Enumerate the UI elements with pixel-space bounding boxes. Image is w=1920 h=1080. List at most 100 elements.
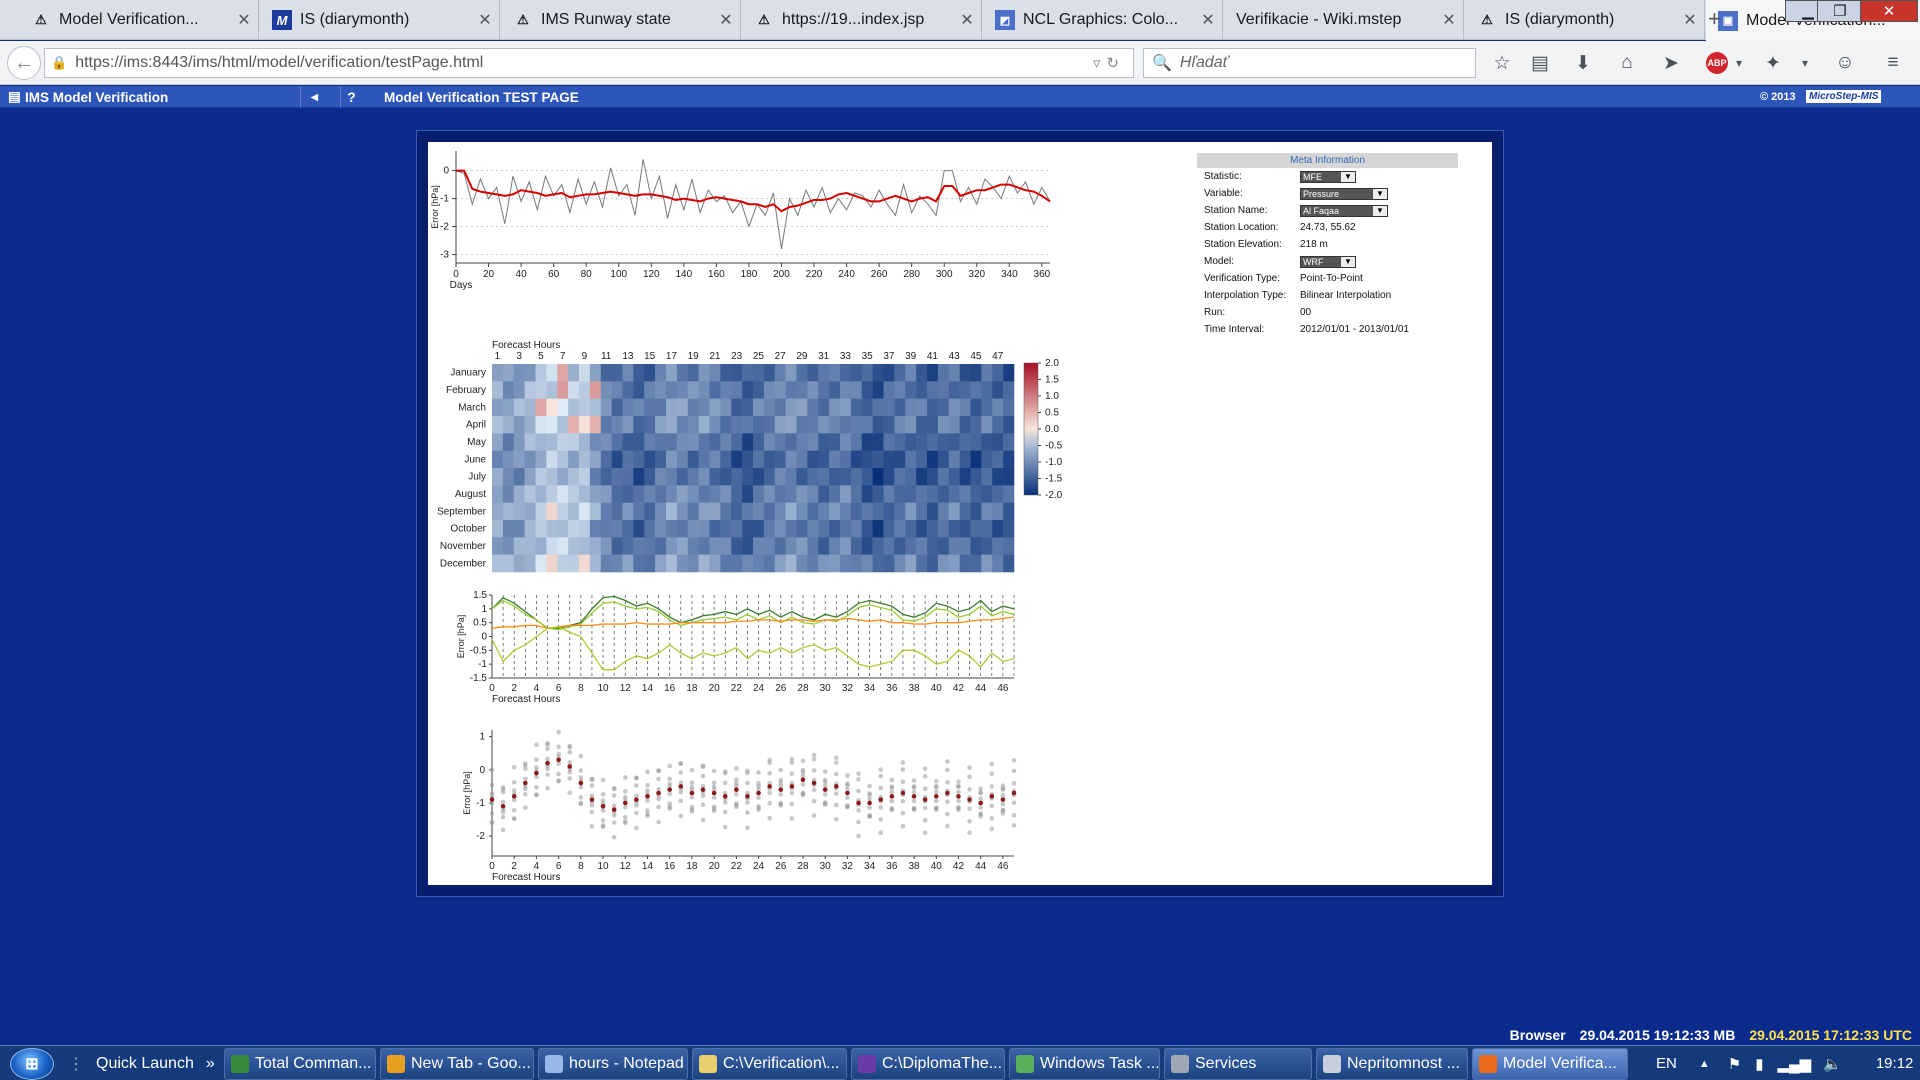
meta-row: Variable: Pressure ▼ xyxy=(1197,185,1458,202)
scatter-point xyxy=(933,789,939,795)
heatmap-row-label: October xyxy=(450,524,486,535)
taskbar-item[interactable]: hours - Notepad xyxy=(538,1048,688,1080)
power-icon[interactable]: ▮ xyxy=(1755,1055,1764,1073)
send-icon[interactable]: ➤ xyxy=(1663,52,1679,74)
maximize-button[interactable]: ❐ xyxy=(1817,0,1863,22)
extension-dropdown-icon[interactable]: ▾ xyxy=(1801,56,1809,70)
taskbar-item[interactable]: Model Verifica... xyxy=(1472,1048,1628,1080)
taskbar-item[interactable]: New Tab - Goo... xyxy=(380,1048,534,1080)
network-icon[interactable]: ▂▄▆ xyxy=(1777,1055,1812,1073)
scatter-point xyxy=(567,749,573,755)
quick-launch-grip-icon: ⋮ xyxy=(68,1055,84,1073)
heatmap-cell xyxy=(763,520,776,538)
heatmap-cell xyxy=(927,468,939,486)
taskbar-item[interactable]: Total Comman... xyxy=(224,1048,376,1080)
meta-select-value: MFE xyxy=(1301,171,1341,182)
scatter-mean-point xyxy=(567,764,573,769)
collapse-arrow-icon[interactable]: ◂ xyxy=(300,86,328,108)
scatter-point xyxy=(889,806,895,811)
taskbar-item[interactable]: Windows Task ... xyxy=(1009,1048,1160,1080)
heatmap-cell xyxy=(600,381,612,399)
heatmap-cell xyxy=(753,381,765,399)
browser-tab[interactable]: ⚠ https://19...index.jsp ✕ xyxy=(742,0,982,40)
browser-tab[interactable]: Verifikacie - Wiki.mstep ✕ xyxy=(1224,0,1464,40)
colorbar-tick-label: 1.5 xyxy=(1045,375,1059,386)
reload-icon[interactable]: ▿↻ xyxy=(1092,55,1125,72)
close-tab-icon[interactable]: ✕ xyxy=(237,12,251,29)
heatmap-cell xyxy=(872,398,884,417)
meta-select[interactable]: WRF ▼ xyxy=(1300,255,1356,268)
series-line xyxy=(491,626,1015,671)
taskbar-item[interactable]: Services xyxy=(1164,1048,1312,1080)
scatter-point xyxy=(767,790,772,796)
taskbar-item[interactable]: Nepritomnost ... xyxy=(1316,1048,1468,1080)
heatmap-cell xyxy=(709,416,721,434)
close-tab-icon[interactable]: ✕ xyxy=(960,12,974,29)
language-indicator[interactable]: EN xyxy=(1656,1055,1677,1072)
heatmap-cell xyxy=(742,416,754,434)
heatmap-cell xyxy=(937,450,950,469)
meta-select[interactable]: MFE ▼ xyxy=(1300,170,1356,183)
taskbar-item-label: Services xyxy=(1195,1055,1257,1072)
close-tab-icon[interactable]: ✕ xyxy=(1201,12,1215,29)
close-window-button[interactable]: ✕ xyxy=(1860,0,1918,22)
scatter-point xyxy=(722,800,728,805)
address-bar[interactable]: 🔒 https://ims:8443/ims/html/model/verifi… xyxy=(44,48,1134,78)
adblock-icon[interactable]: ABP xyxy=(1706,52,1728,74)
close-tab-icon[interactable]: ✕ xyxy=(1683,12,1697,29)
scatter-point xyxy=(789,790,795,796)
heatmap-cell xyxy=(633,381,645,399)
show-hidden-icons-icon[interactable]: ▲ xyxy=(1698,1057,1710,1070)
browser-tab[interactable]: ⚠ Model Verification... ✕ xyxy=(19,0,259,40)
taskbar-item[interactable]: C:\Verification\... xyxy=(692,1048,847,1080)
meta-select[interactable]: Pressure ▼ xyxy=(1300,187,1388,200)
heatmap-cell xyxy=(785,502,797,521)
heatmap-cell xyxy=(557,520,569,538)
heatmap-cell xyxy=(579,381,591,399)
quick-launch[interactable]: ⋮ Quick Launch » xyxy=(68,1046,215,1080)
browser-tab[interactable]: ⚠ IMS Runway state ✕ xyxy=(501,0,741,40)
heatmap-cell xyxy=(894,468,906,486)
reader-list-icon[interactable]: ▤ xyxy=(1531,52,1549,74)
app-menu-icon[interactable]: ▤ xyxy=(8,89,21,104)
scatter-point xyxy=(534,765,539,770)
taskbar-item[interactable]: C:\DiplomaThe... xyxy=(851,1048,1005,1080)
new-tab-button[interactable]: + xyxy=(1708,6,1721,31)
meta-value: 24.73, 55.62 xyxy=(1300,222,1356,233)
scatter-point xyxy=(722,809,728,815)
scatter-point xyxy=(800,758,806,764)
browser-tab[interactable]: ◩ NCL Graphics: Colo... ✕ xyxy=(983,0,1223,40)
action-center-flag-icon[interactable]: ⚑ xyxy=(1727,1055,1742,1073)
heatmap-cell xyxy=(579,485,591,503)
download-icon[interactable]: ⬇ xyxy=(1575,52,1591,74)
adblock-dropdown-icon[interactable]: ▾ xyxy=(1735,56,1743,70)
close-tab-icon[interactable]: ✕ xyxy=(719,12,733,29)
volume-icon[interactable]: 🔈 xyxy=(1823,1055,1842,1073)
extension-icon[interactable]: ✦ xyxy=(1765,52,1781,74)
close-tab-icon[interactable]: ✕ xyxy=(1442,12,1456,29)
taskbar-item-label: hours - Notepad xyxy=(569,1055,684,1072)
quick-launch-more[interactable]: » xyxy=(205,1054,215,1072)
scatter-mean-point xyxy=(845,790,850,796)
scatter-point xyxy=(589,783,595,788)
x-tick-label: 36 xyxy=(886,683,898,694)
heatmap-cell xyxy=(763,537,776,555)
home-icon[interactable]: ⌂ xyxy=(1621,52,1633,73)
chat-icon[interactable]: ☺ xyxy=(1835,52,1855,73)
heatmap-col-label: 19 xyxy=(688,351,700,362)
start-button[interactable]: ⊞ xyxy=(10,1048,54,1080)
heatmap-cell xyxy=(905,398,917,417)
bookmark-star-icon[interactable]: ☆ xyxy=(1493,52,1511,74)
browser-tab[interactable]: ⚠ IS (diarymonth) ✕ xyxy=(1465,0,1705,40)
clock[interactable]: 19:12 xyxy=(1875,1055,1914,1072)
scatter-point xyxy=(945,767,950,773)
heatmap-cell xyxy=(992,433,1004,451)
help-icon[interactable]: ? xyxy=(340,86,362,108)
warning-icon: ⚠ xyxy=(1481,12,1493,27)
back-button[interactable]: ← xyxy=(7,46,41,80)
close-tab-icon[interactable]: ✕ xyxy=(478,12,492,29)
menu-icon[interactable]: ≡ xyxy=(1887,52,1899,73)
meta-select[interactable]: Al Faqaa ▼ xyxy=(1300,204,1388,217)
search-input[interactable]: 🔍 Hľadať xyxy=(1143,48,1476,78)
browser-tab[interactable]: M IS (diarymonth) ✕ xyxy=(260,0,500,40)
